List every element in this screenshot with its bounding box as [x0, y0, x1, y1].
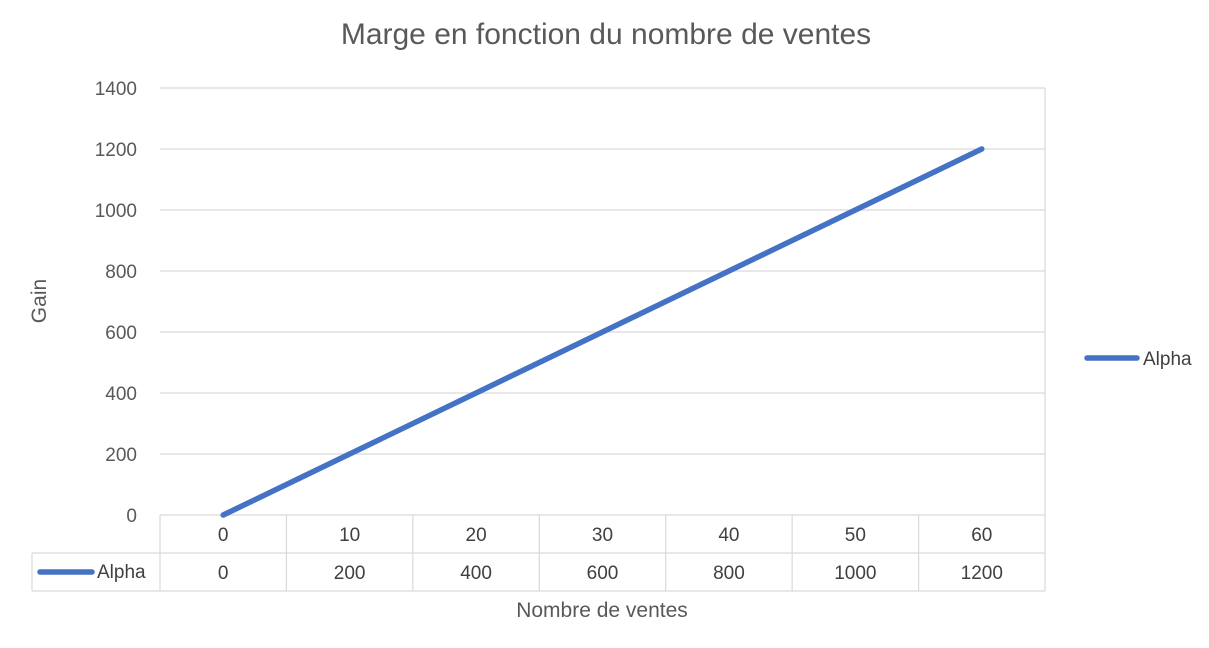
y-tick-label-1000: 1000	[95, 201, 137, 222]
x-axis-title: Nombre de ventes	[516, 599, 688, 622]
data-table: 0 10 20 30 40 50 60 Alpha 0 200 400 600 800 1000 1200	[32, 515, 1045, 591]
gridlines	[160, 88, 1045, 515]
chart-title: Marge en fonction du nombre de ventes	[341, 18, 871, 51]
legend: Alpha	[1087, 349, 1192, 370]
y-tick-label-0: 0	[126, 506, 137, 527]
x-category-label-50: 50	[845, 525, 866, 546]
table-value-60: 1200	[961, 563, 1003, 584]
y-tick-label-800: 800	[105, 262, 137, 283]
x-category-label-20: 20	[466, 525, 487, 546]
x-category-label-40: 40	[718, 525, 739, 546]
x-category-label-60: 60	[971, 525, 992, 546]
table-value-30: 600	[587, 563, 619, 584]
x-category-label-0: 0	[218, 525, 229, 546]
legend-label: Alpha	[1143, 349, 1192, 370]
table-series-name: Alpha	[97, 562, 146, 583]
table-value-10: 200	[334, 563, 366, 584]
x-category-label-10: 10	[339, 525, 360, 546]
y-axis-tick-labels: 0 200 400 600 800 1000 1200 1400	[95, 79, 137, 527]
x-category-label-30: 30	[592, 525, 613, 546]
y-tick-label-400: 400	[105, 384, 137, 405]
table-value-50: 1000	[834, 563, 876, 584]
y-tick-label-1400: 1400	[95, 79, 137, 100]
table-value-0: 0	[218, 563, 229, 584]
table-value-40: 800	[713, 563, 745, 584]
y-axis-title: Gain	[28, 279, 51, 323]
y-tick-label-1200: 1200	[95, 140, 137, 161]
y-tick-label-600: 600	[105, 323, 137, 344]
table-value-20: 400	[460, 563, 492, 584]
y-tick-label-200: 200	[105, 445, 137, 466]
